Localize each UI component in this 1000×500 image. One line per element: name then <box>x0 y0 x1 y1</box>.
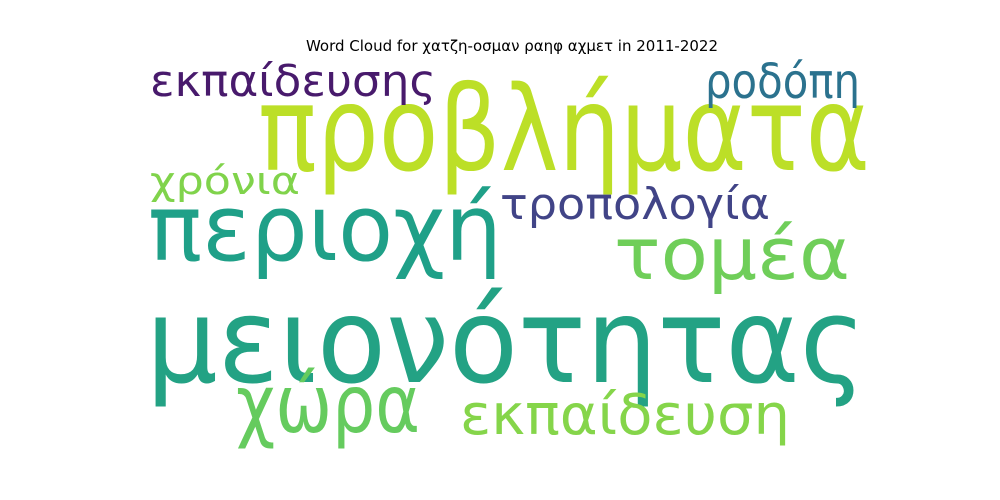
word-cloud-word: μειονότητας <box>146 272 866 410</box>
word-cloud-word: χώρα <box>236 358 420 451</box>
word-cloud-word: χρόνια <box>150 159 300 203</box>
word-cloud-word: περιοχή <box>148 175 502 282</box>
word-cloud-word: εκπαίδευσης <box>150 56 436 107</box>
word-cloud-word: τομέα <box>614 212 850 296</box>
chart-title: Word Cloud for χατζη-οσμαν ραηφ αχμετ in… <box>305 37 719 55</box>
word-cloud-word: εκπαίδευση <box>460 383 790 448</box>
word-cloud-word: ροδόπη <box>705 54 860 110</box>
word-cloud-word: προβλήματα <box>258 60 870 198</box>
word-cloud-word: τροπολογία <box>500 179 770 230</box>
